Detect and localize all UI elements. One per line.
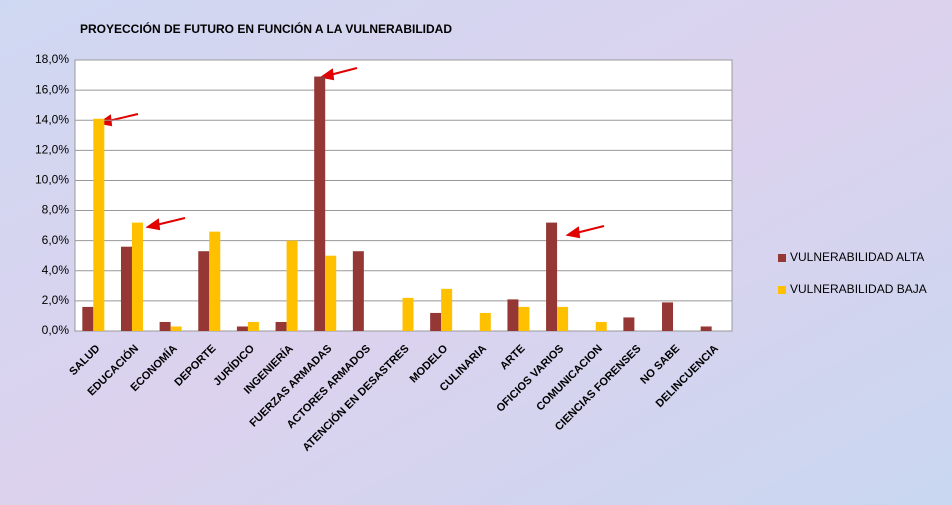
bar — [131, 222, 143, 331]
plot-area — [74, 59, 733, 332]
bar — [546, 222, 558, 331]
y-tick-label: 6,0% — [42, 233, 70, 247]
bar — [662, 302, 674, 331]
bar — [352, 251, 364, 331]
bar — [595, 321, 607, 331]
legend-swatch — [778, 254, 786, 262]
bar — [247, 321, 259, 331]
bar — [441, 288, 453, 331]
legend-label: VULNERABILIDAD BAJA — [790, 282, 927, 296]
bar — [120, 246, 132, 331]
bar — [236, 326, 248, 331]
legend-swatch — [778, 286, 786, 294]
y-tick-label: 14,0% — [35, 112, 69, 126]
bar — [82, 306, 94, 331]
bar — [170, 326, 182, 331]
bar — [198, 251, 210, 331]
legend-label: VULNERABILIDAD ALTA — [790, 250, 924, 264]
chart-title: PROYECCIÓN DE FUTURO EN FUNCIÓN A LA VUL… — [80, 21, 452, 36]
bar — [430, 312, 442, 331]
y-tick-label: 10,0% — [35, 173, 69, 187]
y-tick-label: 4,0% — [42, 263, 70, 277]
y-tick-label: 18,0% — [35, 52, 69, 66]
bar — [286, 240, 298, 331]
arrows — [97, 67, 605, 239]
y-tick-label: 2,0% — [42, 293, 70, 307]
bar — [700, 326, 712, 331]
bar — [325, 255, 337, 331]
bar — [507, 299, 519, 331]
bar — [275, 321, 287, 331]
bar — [623, 317, 635, 331]
y-tick-label: 12,0% — [35, 143, 69, 157]
bar — [518, 306, 530, 331]
y-tick-label: 0,0% — [42, 323, 70, 337]
bar — [479, 312, 491, 331]
bar — [93, 118, 105, 331]
y-tick-label: 16,0% — [35, 82, 69, 96]
bar — [557, 306, 569, 331]
bar — [209, 231, 221, 331]
bar — [314, 76, 326, 331]
y-tick-label: 8,0% — [42, 203, 70, 217]
bar — [402, 297, 414, 331]
bar — [159, 321, 171, 331]
